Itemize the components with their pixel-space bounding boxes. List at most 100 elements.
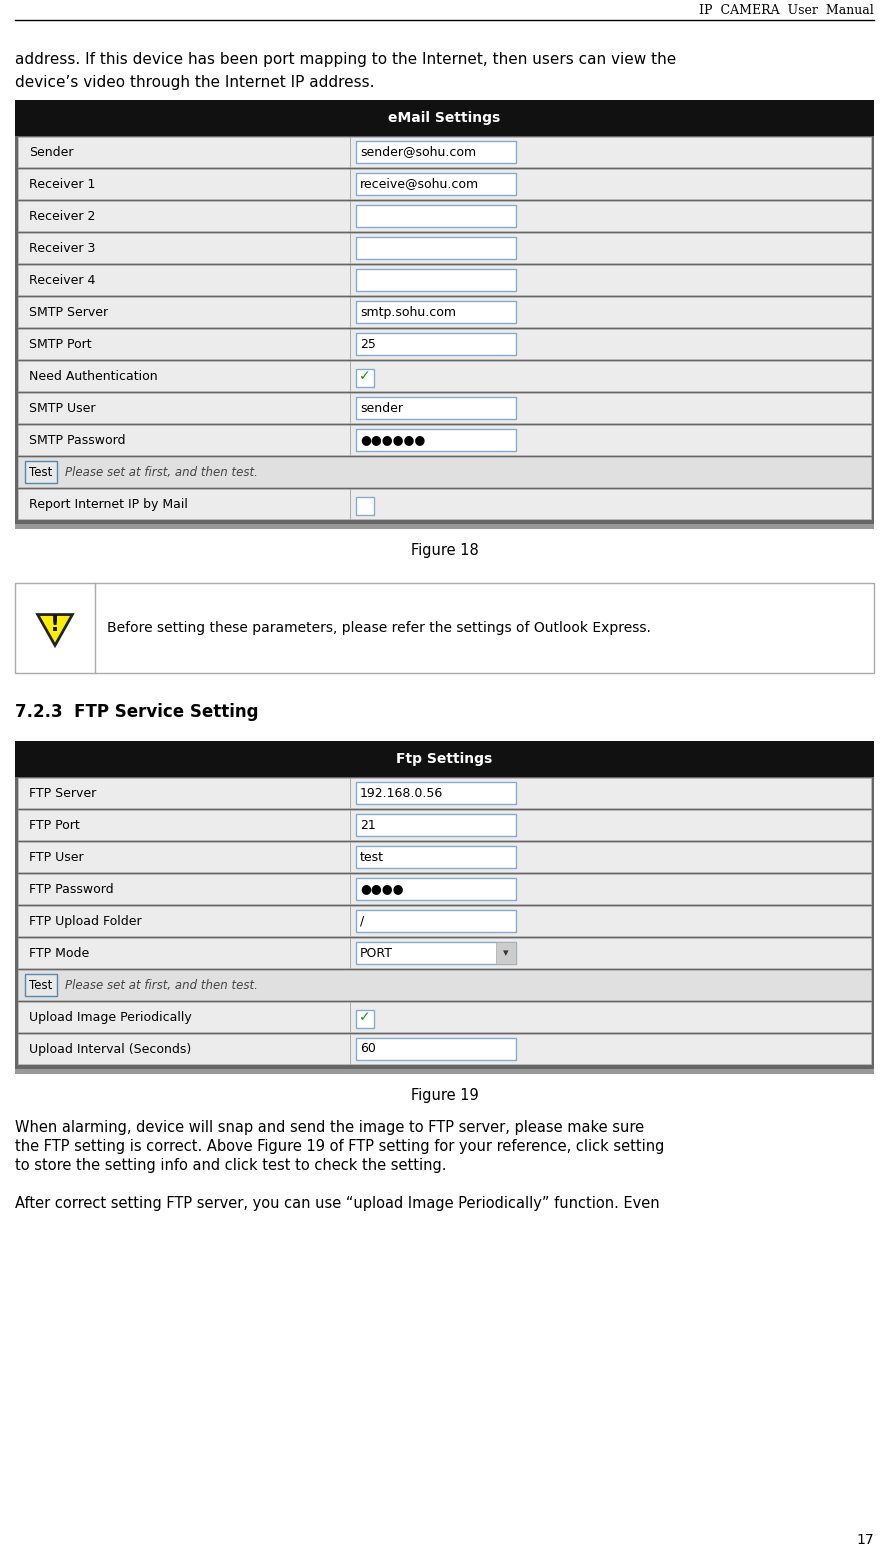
Text: smtp.sohu.com: smtp.sohu.com bbox=[360, 305, 456, 319]
Bar bbox=[496, 942, 516, 964]
Bar bbox=[18, 201, 871, 230]
Bar bbox=[356, 173, 516, 195]
Bar bbox=[356, 1039, 516, 1060]
Bar bbox=[18, 937, 871, 968]
Bar bbox=[18, 425, 871, 455]
Bar bbox=[356, 333, 516, 355]
Bar bbox=[356, 369, 374, 388]
Text: to store the setting info and click test to check the setting.: to store the setting info and click test… bbox=[15, 1158, 446, 1172]
Bar bbox=[18, 137, 871, 167]
Text: 17: 17 bbox=[856, 1534, 874, 1548]
Text: After correct setting FTP server, you can use “upload Image Periodically” functi: After correct setting FTP server, you ca… bbox=[15, 1196, 660, 1211]
Bar bbox=[18, 234, 871, 263]
Bar bbox=[18, 1034, 871, 1063]
Text: Report Internet IP by Mail: Report Internet IP by Mail bbox=[29, 498, 188, 511]
Bar bbox=[356, 430, 516, 452]
Bar bbox=[18, 265, 871, 294]
Text: FTP Mode: FTP Mode bbox=[29, 947, 89, 959]
Bar bbox=[356, 1010, 374, 1028]
Bar bbox=[356, 142, 516, 163]
Text: 21: 21 bbox=[360, 819, 376, 831]
Text: 192.168.0.56: 192.168.0.56 bbox=[360, 786, 444, 799]
Bar bbox=[15, 582, 874, 673]
Bar bbox=[356, 909, 516, 933]
Bar bbox=[18, 170, 871, 199]
Text: Test: Test bbox=[29, 466, 52, 478]
Text: FTP Password: FTP Password bbox=[29, 883, 114, 895]
Text: Before setting these parameters, please refer the settings of Outlook Express.: Before setting these parameters, please … bbox=[107, 621, 651, 635]
Bar bbox=[18, 392, 871, 424]
Text: Figure 19: Figure 19 bbox=[411, 1088, 478, 1102]
Text: SMTP Port: SMTP Port bbox=[29, 338, 92, 350]
Text: receive@sohu.com: receive@sohu.com bbox=[360, 177, 479, 190]
Bar bbox=[15, 1070, 874, 1074]
Text: Upload Image Periodically: Upload Image Periodically bbox=[29, 1010, 192, 1023]
Text: ✓: ✓ bbox=[359, 1010, 371, 1025]
Text: Please set at first, and then test.: Please set at first, and then test. bbox=[65, 466, 258, 478]
Bar bbox=[18, 873, 871, 905]
Text: Test: Test bbox=[29, 978, 52, 992]
Text: ●●●●●●: ●●●●●● bbox=[360, 433, 425, 447]
Text: 60: 60 bbox=[360, 1043, 376, 1056]
Bar bbox=[25, 975, 57, 996]
Text: /: / bbox=[360, 914, 364, 928]
Bar bbox=[356, 814, 516, 836]
Text: Receiver 1: Receiver 1 bbox=[29, 177, 95, 190]
Text: When alarming, device will snap and send the image to FTP server, please make su: When alarming, device will snap and send… bbox=[15, 1119, 645, 1135]
Bar bbox=[356, 845, 516, 867]
Bar bbox=[18, 489, 871, 518]
Text: FTP Port: FTP Port bbox=[29, 819, 80, 831]
Text: device’s video through the Internet IP address.: device’s video through the Internet IP a… bbox=[15, 75, 374, 90]
Text: FTP Server: FTP Server bbox=[29, 786, 96, 799]
Polygon shape bbox=[37, 615, 72, 645]
Bar bbox=[356, 269, 516, 291]
Bar bbox=[356, 206, 516, 227]
Bar bbox=[356, 497, 374, 515]
Text: Figure 18: Figure 18 bbox=[411, 543, 478, 557]
Text: ●●●●: ●●●● bbox=[360, 883, 404, 895]
Bar bbox=[25, 461, 57, 483]
Bar bbox=[356, 397, 516, 419]
Text: PORT: PORT bbox=[360, 947, 393, 959]
Bar bbox=[18, 778, 871, 808]
Bar bbox=[18, 361, 871, 391]
Bar bbox=[18, 906, 871, 936]
Text: FTP Upload Folder: FTP Upload Folder bbox=[29, 914, 141, 928]
Text: Ftp Settings: Ftp Settings bbox=[396, 752, 493, 766]
Text: FTP User: FTP User bbox=[29, 850, 84, 864]
Bar bbox=[15, 741, 874, 1074]
Text: SMTP Server: SMTP Server bbox=[29, 305, 108, 319]
Bar bbox=[15, 100, 874, 529]
Bar bbox=[356, 942, 516, 964]
Bar bbox=[18, 329, 871, 360]
Bar bbox=[18, 297, 871, 327]
Text: sender@sohu.com: sender@sohu.com bbox=[360, 145, 477, 159]
Bar bbox=[356, 237, 516, 258]
Text: Sender: Sender bbox=[29, 145, 74, 159]
Text: sender: sender bbox=[360, 402, 403, 414]
Bar bbox=[18, 810, 871, 839]
Text: Receiver 4: Receiver 4 bbox=[29, 274, 95, 286]
Text: address. If this device has been port mapping to the Internet, then users can vi: address. If this device has been port ma… bbox=[15, 51, 677, 67]
Bar bbox=[18, 458, 871, 487]
Bar bbox=[18, 970, 871, 1000]
Text: 7.2.3  FTP Service Setting: 7.2.3 FTP Service Setting bbox=[15, 704, 259, 721]
Text: SMTP Password: SMTP Password bbox=[29, 433, 125, 447]
Text: !: ! bbox=[50, 615, 60, 635]
Text: the FTP setting is correct. Above Figure 19 of FTP setting for your reference, c: the FTP setting is correct. Above Figure… bbox=[15, 1140, 664, 1154]
Text: 25: 25 bbox=[360, 338, 376, 350]
Text: SMTP User: SMTP User bbox=[29, 402, 95, 414]
Bar bbox=[356, 782, 516, 803]
Text: IP  CAMERA  User  Manual: IP CAMERA User Manual bbox=[700, 5, 874, 17]
Text: test: test bbox=[360, 850, 384, 864]
Bar bbox=[15, 525, 874, 529]
Bar bbox=[15, 741, 874, 777]
Text: eMail Settings: eMail Settings bbox=[388, 111, 501, 125]
Bar bbox=[15, 100, 874, 135]
Text: Please set at first, and then test.: Please set at first, and then test. bbox=[65, 978, 258, 992]
Text: ✓: ✓ bbox=[359, 369, 371, 383]
Bar bbox=[356, 878, 516, 900]
Text: ▾: ▾ bbox=[503, 948, 509, 958]
Bar bbox=[18, 842, 871, 872]
Bar bbox=[18, 1003, 871, 1032]
